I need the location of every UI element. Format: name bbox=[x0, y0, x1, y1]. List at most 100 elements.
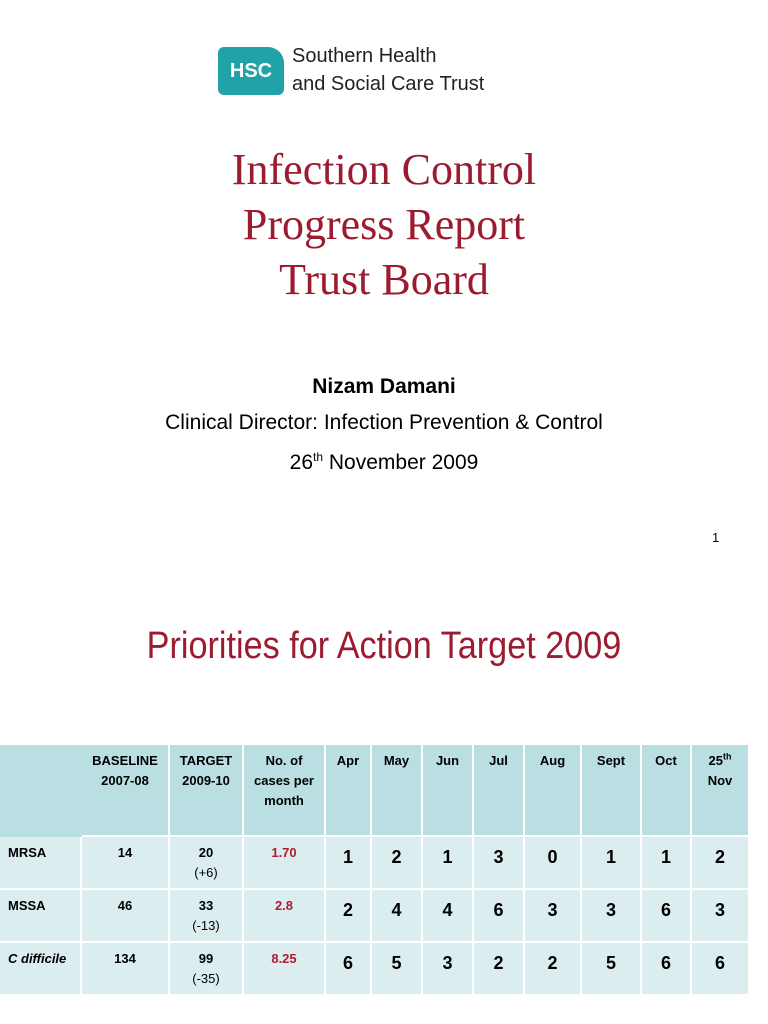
rate: 1.70 bbox=[271, 845, 297, 860]
column-header: Jun bbox=[435, 753, 460, 768]
title-line: Trust Board bbox=[279, 255, 489, 304]
table-cell: 3 bbox=[582, 890, 642, 943]
table-cell: 3 bbox=[474, 837, 525, 890]
table-cell: 6 bbox=[692, 943, 750, 996]
table-cell: Jul bbox=[474, 745, 525, 837]
target: 33 bbox=[198, 898, 214, 913]
month-count: 4 bbox=[391, 900, 402, 920]
table-cell: 8.25 bbox=[244, 943, 326, 996]
table-cell: Oct bbox=[642, 745, 692, 837]
month-count: 3 bbox=[547, 900, 558, 920]
table-cell: TARGET 2009-10 bbox=[170, 745, 244, 837]
column-header: Nov bbox=[707, 773, 733, 788]
column-header: No. of bbox=[265, 753, 303, 768]
table-cell: 6 bbox=[326, 943, 372, 996]
target-change: (+6) bbox=[194, 865, 218, 880]
month-count: 6 bbox=[714, 953, 725, 973]
table-cell: 25th Nov bbox=[692, 745, 750, 837]
slide-title: Priorities for Action Target 2009 bbox=[146, 625, 622, 667]
table-cell: 1 bbox=[423, 837, 474, 890]
table-cell: 46 bbox=[82, 890, 170, 943]
table-cell: 20 (+6) bbox=[170, 837, 244, 890]
table-cell: 6 bbox=[642, 890, 692, 943]
column-header: Oct bbox=[655, 753, 677, 768]
table-cell: C difficile bbox=[0, 943, 82, 996]
row-name: C difficile bbox=[8, 951, 67, 966]
table-cell: No. of cases per month bbox=[244, 745, 326, 837]
table-cell: 2.8 bbox=[244, 890, 326, 943]
date: 26th November 2009 bbox=[0, 450, 768, 475]
target-change: (-35) bbox=[192, 971, 220, 986]
title-line: Infection Control bbox=[231, 145, 537, 194]
table-cell: 1 bbox=[642, 837, 692, 890]
table-cell: 3 bbox=[423, 943, 474, 996]
month-count: 4 bbox=[442, 900, 453, 920]
logo-text: and Social Care Trust bbox=[292, 73, 485, 95]
month-count: 2 bbox=[493, 953, 504, 973]
month-count: 2 bbox=[547, 953, 558, 973]
month-count: 2 bbox=[714, 847, 725, 867]
table: BASELINE 2007-08 TARGET 2009-10 No. of cases … bbox=[0, 745, 750, 997]
column-header: cases per bbox=[254, 773, 314, 788]
table-cell: 2 bbox=[326, 890, 372, 943]
table-cell bbox=[0, 745, 82, 837]
column-header: 2007-08 bbox=[101, 773, 149, 788]
month-count: 3 bbox=[605, 900, 616, 920]
logo-text: Southern Health bbox=[292, 45, 437, 67]
table-cell: 5 bbox=[582, 943, 642, 996]
table-cell: Sept bbox=[582, 745, 642, 837]
month-count: 1 bbox=[660, 847, 671, 867]
table-cell: 134 bbox=[82, 943, 170, 996]
baseline: 14 bbox=[117, 845, 133, 860]
column-header: month bbox=[264, 793, 304, 808]
logo-mark: HSC bbox=[218, 47, 284, 95]
column-header: th bbox=[722, 751, 732, 762]
table-cell: 4 bbox=[372, 890, 423, 943]
month-count: 1 bbox=[442, 847, 453, 867]
table-cell: 0 bbox=[525, 837, 582, 890]
table-cell: 1.70 bbox=[244, 837, 326, 890]
column-header: 2009-10 bbox=[182, 773, 230, 788]
table-cell: Jun bbox=[423, 745, 474, 837]
row-name: MRSA bbox=[8, 845, 47, 860]
month-count: 6 bbox=[660, 900, 671, 920]
month-count: 3 bbox=[493, 847, 504, 867]
table-cell: 6 bbox=[642, 943, 692, 996]
column-header: 25 bbox=[708, 753, 723, 768]
column-header: TARGET bbox=[179, 753, 233, 768]
column-header: BASELINE bbox=[92, 753, 158, 768]
table-cell: 33 (-13) bbox=[170, 890, 244, 943]
table-cell: 2 bbox=[692, 837, 750, 890]
column-header: Sept bbox=[596, 753, 626, 768]
author: Nizam Damani bbox=[312, 375, 456, 398]
target: 99 bbox=[198, 951, 214, 966]
page-number: 1 bbox=[712, 530, 720, 545]
table-cell: 6 bbox=[474, 890, 525, 943]
baseline: 134 bbox=[114, 951, 136, 966]
table-cell: 1 bbox=[582, 837, 642, 890]
table-cell: 4 bbox=[423, 890, 474, 943]
column-header: Aug bbox=[539, 753, 566, 768]
date-suffix: th bbox=[313, 450, 324, 464]
table-cell: 3 bbox=[692, 890, 750, 943]
table-cell: Aug bbox=[525, 745, 582, 837]
table-cell: 5 bbox=[372, 943, 423, 996]
month-count: 6 bbox=[660, 953, 671, 973]
table-cell: 1 bbox=[326, 837, 372, 890]
table-cell: Apr bbox=[326, 745, 372, 837]
table-cell: 3 bbox=[525, 890, 582, 943]
month-count: 0 bbox=[547, 847, 558, 867]
table-cell: 14 bbox=[82, 837, 170, 890]
month-count: 5 bbox=[605, 953, 616, 973]
target-change: (-13) bbox=[192, 918, 220, 933]
table-cell: 2 bbox=[474, 943, 525, 996]
rate: 2.8 bbox=[274, 898, 294, 913]
month-count: 1 bbox=[605, 847, 616, 867]
month-count: 6 bbox=[342, 953, 353, 973]
month-count: 2 bbox=[342, 900, 353, 920]
month-count: 1 bbox=[342, 847, 353, 867]
table-cell: May bbox=[372, 745, 423, 837]
month-count: 6 bbox=[493, 900, 504, 920]
table-cell: 99 (-35) bbox=[170, 943, 244, 996]
